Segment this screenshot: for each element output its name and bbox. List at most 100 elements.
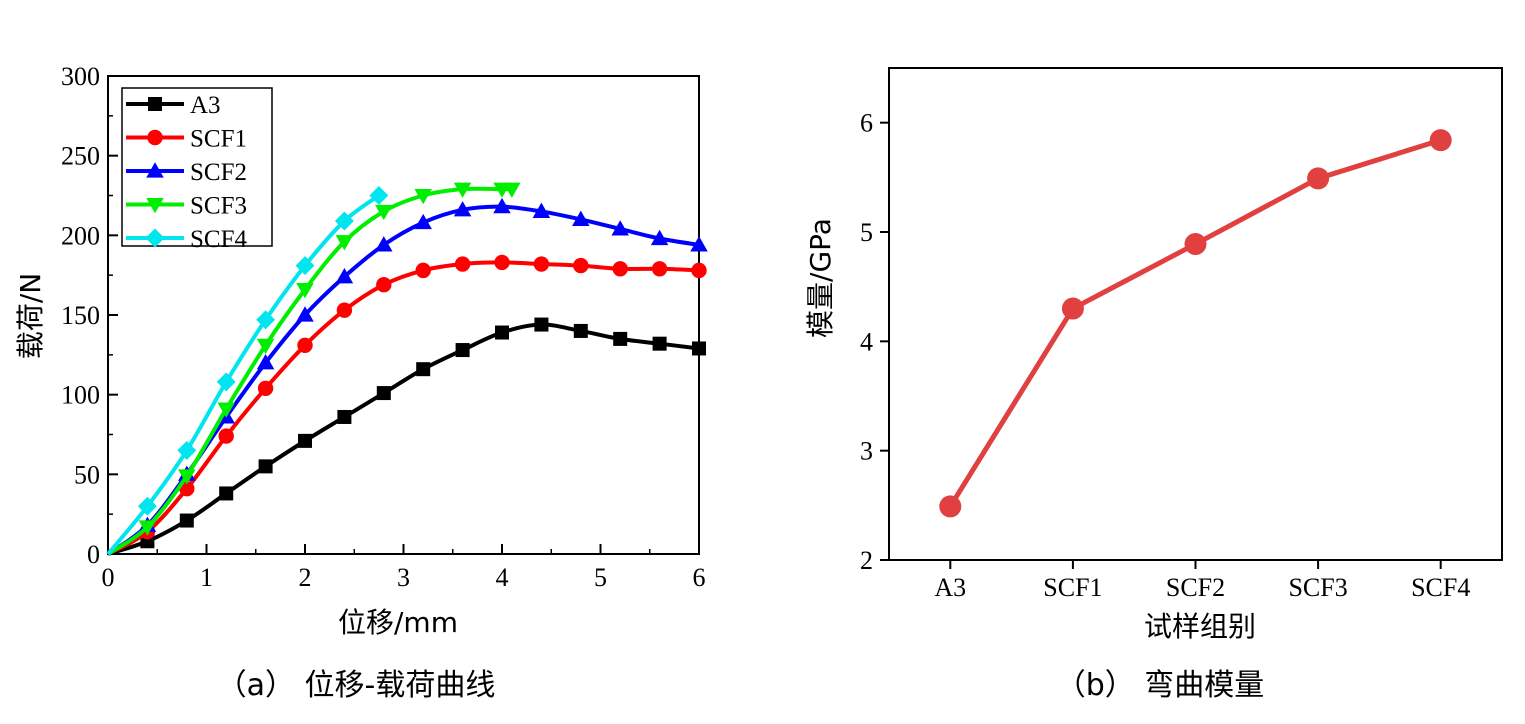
legend-item-a3: A3 — [126, 92, 221, 119]
series-scf3-point — [256, 338, 275, 355]
chart-a-xtick-label: 4 — [496, 563, 509, 592]
series-scf1-point — [533, 256, 550, 272]
series-scf2-point — [453, 201, 472, 217]
chart-a-legend: A3 SCF1 SCF2 SCF3 SCF4 — [121, 87, 273, 253]
series-scf1-point — [573, 257, 589, 274]
series-scf2-point — [532, 202, 551, 218]
chart-b-ytick-label: 6 — [860, 109, 873, 138]
series-a3-point — [179, 513, 194, 528]
chart-a-xtick-label: 2 — [299, 563, 312, 592]
series-scf4-point — [334, 211, 354, 231]
series-scf3-point — [217, 402, 235, 418]
series-scf2-point — [650, 229, 669, 246]
series-a3-line — [107, 322, 700, 556]
chart-b-xtick-label: SCF1 — [1043, 573, 1102, 602]
series-scf1-line — [107, 260, 700, 556]
legend-label: SCF2 — [190, 159, 247, 186]
chart-b-xtick-label: SCF3 — [1288, 573, 1347, 602]
legend-swatch-marker — [148, 97, 162, 111]
series-scf2-point — [335, 268, 354, 284]
series-scf2-point — [414, 213, 432, 230]
chart-a-ytick-label: 300 — [61, 62, 100, 91]
series-scf4-line — [106, 193, 381, 556]
series-scf3 — [106, 182, 521, 556]
chart-b-caption: （b） 弯曲模量 — [1056, 668, 1265, 703]
series-scf2-point — [493, 197, 511, 214]
series-a3-point — [652, 336, 667, 351]
series-a3-point — [534, 317, 549, 332]
series-scf3-point — [178, 469, 196, 485]
series-scf3-point — [503, 182, 521, 198]
series-scf4-point — [369, 186, 389, 205]
series-scf1-point — [691, 262, 707, 279]
chart-b-xtick-label: A3 — [934, 573, 966, 602]
series-modulus-point — [1429, 129, 1452, 152]
series-scf2-point — [296, 306, 314, 322]
legend-label: SCF1 — [190, 126, 247, 153]
series-modulus-point — [1184, 233, 1207, 256]
chart-a-ytick-label: 200 — [61, 221, 100, 250]
chart-a-series — [106, 182, 708, 556]
series-modulus-point — [1307, 167, 1330, 190]
series-a3-point — [337, 409, 352, 424]
legend-swatch-marker — [146, 162, 164, 178]
series-a3-point — [613, 331, 628, 346]
legend-swatch-marker — [147, 129, 163, 146]
series-scf1-point — [651, 261, 668, 277]
series-scf3-point — [138, 520, 157, 536]
chart-b-ylabel: 模量/GPa — [804, 218, 837, 338]
chart-a-ytick-label: 250 — [61, 142, 100, 171]
series-scf3-point — [453, 182, 472, 198]
chart-b-ticks: A3 SCF1 SCF2 SCF3 SCF4 2 3 4 5 6 — [860, 109, 1470, 602]
chart-b-ytick-label: 2 — [860, 546, 873, 575]
series-scf1-point — [218, 428, 234, 444]
chart-b-ytick-label: 3 — [860, 437, 873, 466]
chart-a-xtick-label: 5 — [594, 563, 607, 592]
series-a3-point — [495, 325, 509, 340]
legend-item-scf1: SCF1 — [126, 126, 247, 153]
legend-item-scf2: SCF2 — [126, 159, 247, 186]
legend-label: SCF3 — [190, 193, 247, 220]
chart-a-ytick-label: 50 — [74, 460, 100, 489]
series-a3-point — [376, 386, 391, 401]
series-a3-point — [416, 362, 431, 377]
chart-b-ytick-label: 5 — [860, 218, 873, 247]
chart-b-xlabel: 试样组别 — [1144, 610, 1256, 643]
series-scf3-point — [335, 235, 354, 251]
series-scf4-point — [177, 440, 197, 460]
chart-a: 0 1 2 3 4 5 6 0 50 100 150 200 250 300 A3 SCF1 SCF2 SCF3… — [14, 62, 708, 703]
series-scf4-point — [256, 310, 276, 330]
series-scf4-point — [216, 372, 236, 392]
chart-b: A3 SCF1 SCF2 SCF3 SCF4 2 3 4 5 6 试样组别 模量/GPa （b） … — [804, 67, 1503, 703]
series-modulus-point — [939, 495, 962, 518]
series-a3-point — [219, 486, 234, 501]
series-scf3-point — [296, 282, 314, 299]
series-modulus-point — [1061, 297, 1084, 320]
chart-a-caption: （a） 位移-载荷曲线 — [217, 668, 496, 703]
series-a3-point — [692, 341, 706, 356]
legend-swatch-marker — [146, 197, 164, 214]
series-modulus — [939, 129, 1452, 518]
series-scf2-point — [611, 220, 629, 236]
series-scf1-point — [494, 254, 510, 271]
chart-a-ytick-label: 0 — [87, 540, 100, 569]
legend-label: A3 — [190, 92, 221, 119]
legend-box — [121, 87, 273, 247]
series-scf1-point — [376, 277, 392, 293]
series-scf1-point — [415, 262, 431, 279]
chart-a-ticks: 0 1 2 3 4 5 6 0 50 100 150 200 250 300 — [61, 62, 706, 592]
series-scf3-point — [375, 204, 393, 221]
series-scf4-point — [295, 256, 315, 276]
series-scf2-point — [690, 236, 708, 252]
series-modulus-line — [948, 137, 1442, 508]
series-a3-point — [298, 433, 312, 448]
chart-a-xlabel: 位移/mm — [338, 606, 458, 639]
chart-b-ytick-label: 4 — [860, 327, 873, 356]
series-a3-point — [455, 343, 470, 358]
legend-item-scf3: SCF3 — [126, 193, 247, 220]
chart-a-xtick-label: 1 — [200, 563, 213, 592]
series-scf2-point — [375, 236, 393, 252]
series-scf3-point — [414, 188, 432, 205]
series-scf1-point — [454, 256, 471, 272]
